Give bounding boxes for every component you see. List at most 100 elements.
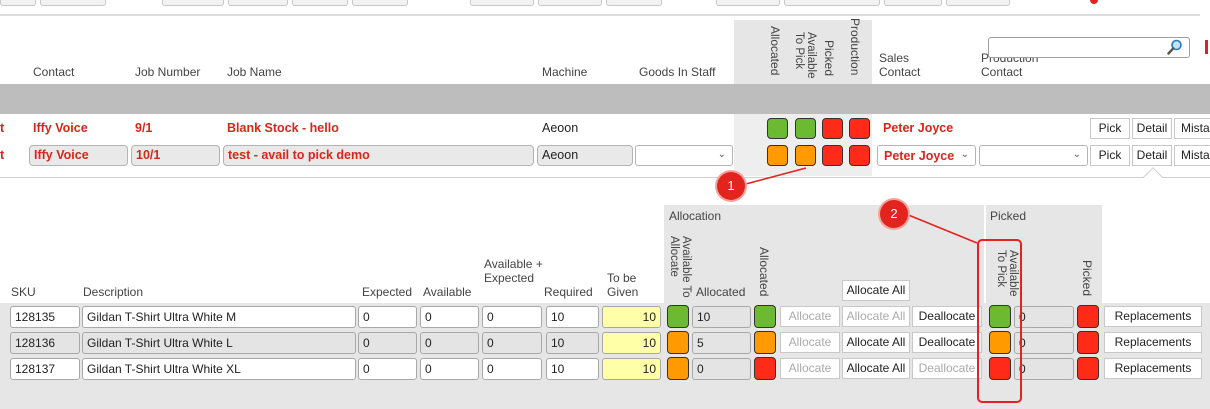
- header-available-expected[interactable]: Available + Expected: [484, 257, 543, 285]
- toolbar-button[interactable]: [162, 0, 224, 6]
- required-field[interactable]: 10: [546, 358, 599, 380]
- toolbar-button[interactable]: [716, 0, 780, 6]
- sku-field[interactable]: 128135: [10, 306, 80, 328]
- status-picked[interactable]: [822, 145, 843, 166]
- allocate-all-button[interactable]: Allocate All: [842, 358, 910, 379]
- header-expected[interactable]: Expected: [362, 285, 413, 299]
- mistakes-button[interactable]: Mista: [1174, 145, 1210, 166]
- required-field[interactable]: 10: [546, 306, 599, 328]
- status-available-to-allocate[interactable]: [667, 331, 689, 354]
- search-input[interactable]: [988, 37, 1190, 58]
- allocated-num-field[interactable]: 5: [692, 332, 751, 354]
- status-available-to-pick[interactable]: [795, 145, 816, 166]
- header-available-to-pick[interactable]: Available To Pick: [995, 250, 1019, 297]
- status-available-to-allocate[interactable]: [667, 357, 689, 380]
- expected-field[interactable]: 0: [358, 332, 417, 354]
- sales-contact-select[interactable]: Peter Joyce ⌄: [877, 145, 976, 166]
- header-description[interactable]: Description: [83, 285, 144, 299]
- sku-field[interactable]: 128136: [10, 332, 80, 354]
- header-goods-in-staff[interactable]: Goods In Staff: [639, 65, 716, 79]
- toolbar-button[interactable]: [40, 0, 106, 6]
- expected-field[interactable]: 0: [358, 306, 417, 328]
- required-field[interactable]: 10: [546, 332, 599, 354]
- description-field[interactable]: Gildan T-Shirt Ultra White XL: [82, 358, 356, 380]
- deallocate-button[interactable]: Deallocate: [912, 358, 982, 379]
- allocate-all-button[interactable]: Allocate All: [842, 332, 910, 353]
- contact-field[interactable]: Iffy Voice: [29, 145, 128, 166]
- detail-button[interactable]: Detail: [1132, 118, 1172, 139]
- header-allocated-num[interactable]: Allocated: [696, 285, 746, 299]
- toolbar-button[interactable]: [228, 0, 288, 6]
- detail-button[interactable]: Detail: [1132, 145, 1172, 166]
- allocate-all-button[interactable]: Allocate All: [842, 306, 910, 327]
- status-available-to-pick[interactable]: [795, 118, 816, 139]
- sku-field[interactable]: 128137: [10, 358, 80, 380]
- deallocate-button[interactable]: Deallocate: [912, 332, 982, 353]
- toolbar-button[interactable]: [0, 0, 36, 6]
- header-available[interactable]: Available: [423, 285, 472, 299]
- allocate-button[interactable]: Allocate: [780, 358, 840, 379]
- status-allocated[interactable]: [767, 118, 788, 139]
- header-available-to-allocate[interactable]: Available To Allocate: [668, 236, 692, 298]
- to-be-given-field[interactable]: 10: [602, 306, 661, 328]
- to-be-given-field[interactable]: 10: [602, 358, 661, 380]
- toolbar-button[interactable]: [946, 0, 1010, 6]
- replacements-button[interactable]: Replacements: [1104, 306, 1202, 327]
- available-expected-field[interactable]: 0: [482, 306, 542, 328]
- header-required[interactable]: Required: [544, 285, 593, 299]
- available-field[interactable]: 0: [420, 358, 479, 380]
- status-available-to-pick[interactable]: [989, 305, 1011, 328]
- job-name-field[interactable]: test - avail to pick demo: [223, 145, 534, 166]
- header-job-number[interactable]: Job Number: [135, 65, 201, 79]
- status-allocated[interactable]: [767, 145, 788, 166]
- header-sku[interactable]: SKU: [11, 285, 36, 299]
- replacements-button[interactable]: Replacements: [1104, 332, 1202, 353]
- header-job-name[interactable]: Job Name: [227, 65, 282, 79]
- header-sales-contact[interactable]: Sales Contact: [879, 51, 921, 79]
- header-machine[interactable]: Machine: [542, 65, 588, 79]
- toolbar-button[interactable]: [884, 0, 942, 6]
- header-available-to-pick[interactable]: Available To Pick: [793, 32, 817, 79]
- search-icon[interactable]: [1167, 39, 1183, 58]
- goods-in-staff-select[interactable]: ⌄: [635, 145, 733, 166]
- header-allocated[interactable]: Allocated: [768, 26, 782, 76]
- status-picked[interactable]: [1077, 331, 1099, 354]
- status-available-to-pick[interactable]: [989, 357, 1011, 380]
- machine-field[interactable]: Aeoon: [537, 145, 633, 166]
- header-production[interactable]: Production: [848, 18, 862, 76]
- production-contact-select[interactable]: ⌄: [979, 145, 1088, 166]
- pick-button[interactable]: Pick: [1090, 145, 1130, 166]
- description-field[interactable]: Gildan T-Shirt Ultra White M: [82, 306, 356, 328]
- allocate-button[interactable]: Allocate: [780, 306, 840, 327]
- status-allocated[interactable]: [754, 357, 776, 380]
- status-available-to-allocate[interactable]: [667, 305, 689, 328]
- to-be-given-field[interactable]: 10: [602, 332, 661, 354]
- status-production[interactable]: [849, 118, 870, 139]
- available-field[interactable]: 0: [420, 306, 479, 328]
- status-allocated[interactable]: [754, 331, 776, 354]
- header-picked[interactable]: Picked: [1080, 260, 1094, 297]
- status-production[interactable]: [849, 145, 870, 166]
- status-allocated[interactable]: [754, 305, 776, 328]
- toolbar-button[interactable]: [352, 0, 408, 6]
- picked-num-field[interactable]: 0: [1014, 306, 1074, 328]
- header-allocated[interactable]: Allocated: [757, 247, 771, 297]
- toolbar-button[interactable]: [538, 0, 602, 6]
- status-picked[interactable]: [822, 118, 843, 139]
- allocated-num-field[interactable]: 0: [692, 358, 751, 380]
- header-contact[interactable]: Contact: [33, 65, 75, 79]
- status-picked[interactable]: [1077, 305, 1099, 328]
- toolbar-button[interactable]: [470, 0, 534, 6]
- toolbar-button[interactable]: [606, 0, 662, 6]
- available-field[interactable]: 0: [420, 332, 479, 354]
- header-to-be-given[interactable]: To be Given: [607, 271, 639, 299]
- header-picked[interactable]: Picked: [822, 40, 836, 77]
- toolbar-button[interactable]: [784, 0, 880, 6]
- picked-num-field[interactable]: 0: [1014, 332, 1074, 354]
- deallocate-button[interactable]: Deallocate: [912, 306, 982, 327]
- description-field[interactable]: Gildan T-Shirt Ultra White L: [82, 332, 356, 354]
- allocate-all-header-button[interactable]: Allocate All: [842, 280, 910, 301]
- allocated-num-field[interactable]: 10: [692, 306, 751, 328]
- allocate-button[interactable]: Allocate: [780, 332, 840, 353]
- mistakes-button[interactable]: Mista: [1174, 118, 1210, 139]
